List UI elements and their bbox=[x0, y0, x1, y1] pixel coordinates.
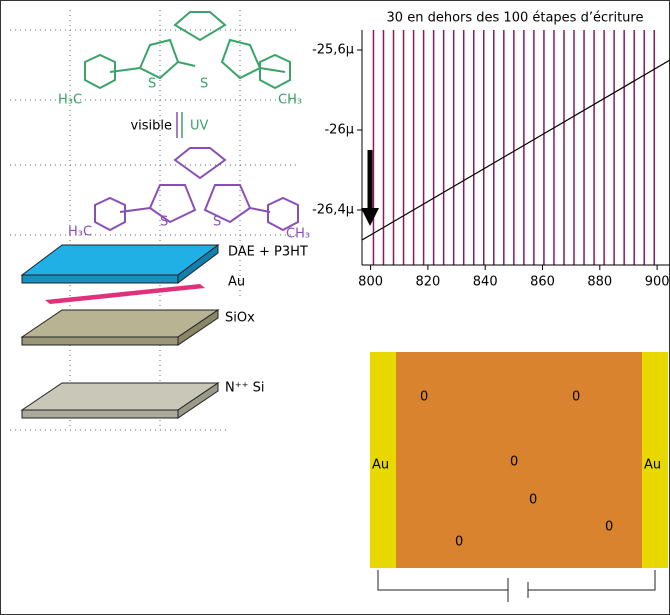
layer-label: N⁺⁺ Si bbox=[225, 381, 264, 396]
domain: 0 bbox=[529, 493, 537, 508]
chart-title: 30 en dehors des 100 étapes d’écriture bbox=[387, 11, 644, 26]
pad-label: Au bbox=[644, 458, 661, 473]
atom: S bbox=[148, 77, 156, 92]
switch-label: visible bbox=[130, 119, 172, 134]
domain: 0 bbox=[605, 520, 613, 535]
x-tick-label: 840 bbox=[473, 275, 498, 290]
atom: S bbox=[213, 215, 221, 230]
x-tick-label: 800 bbox=[358, 275, 383, 290]
layer-label: DAE + P3HT bbox=[228, 245, 308, 260]
y-tick-label: -26,4µ bbox=[312, 203, 354, 218]
layer-stack bbox=[22, 245, 218, 418]
formula: CH₃ bbox=[286, 227, 310, 242]
formula: CH₃ bbox=[278, 93, 302, 108]
layer-label: SiOx bbox=[225, 311, 255, 326]
x-tick-label: 820 bbox=[415, 275, 440, 290]
atom: S bbox=[200, 77, 208, 92]
x-tick-label: 900 bbox=[645, 275, 670, 290]
domain: 0 bbox=[572, 390, 580, 405]
x-tick-label: 860 bbox=[530, 275, 555, 290]
formula: H₃C bbox=[58, 93, 82, 108]
atom: S bbox=[160, 215, 168, 230]
domain: 0 bbox=[510, 455, 518, 470]
pad-label: Au bbox=[372, 458, 389, 473]
domain: 0 bbox=[420, 390, 428, 405]
channel bbox=[370, 352, 668, 568]
domain: 0 bbox=[455, 535, 463, 550]
switch-label: UV bbox=[190, 119, 209, 134]
formula: H₃C bbox=[68, 225, 92, 240]
y-tick-label: -25,6µ bbox=[312, 43, 354, 58]
figure: H₃C S S CH₃ visible UV H₃C S S CH₃ DAE +… bbox=[0, 0, 670, 615]
x-tick-label: 880 bbox=[587, 275, 612, 290]
layer-label: Au bbox=[228, 275, 245, 290]
y-tick-label: -26µ bbox=[324, 123, 354, 138]
